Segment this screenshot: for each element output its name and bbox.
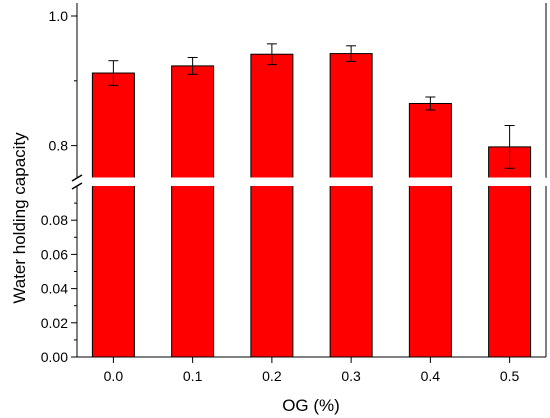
y-tick-label: 1.0: [49, 8, 69, 24]
axis-break-mark: [71, 174, 83, 182]
x-tick-label: 0.4: [421, 368, 441, 384]
error-bars-group: [108, 43, 515, 169]
x-axis-label: OG (%): [282, 396, 340, 415]
y-tick-label: 0.02: [41, 315, 68, 331]
y-tick-label: 0.06: [41, 246, 68, 262]
x-tick-label: 0.5: [500, 368, 520, 384]
y-tick-label: 0.00: [41, 349, 68, 365]
x-tick-label: 0.0: [104, 368, 124, 384]
bar-0.4: [408, 102, 452, 358]
error-bar-0.0: [108, 60, 119, 86]
x-tick-label: 0.2: [262, 368, 282, 384]
y-axis-label: Water holding capacity: [10, 132, 29, 304]
bars-group: [91, 53, 532, 358]
axis-break-band: [77, 178, 546, 186]
bar-0.2: [250, 53, 294, 358]
x-tick-label: 0.3: [341, 368, 361, 384]
y-tick-label: 0.8: [49, 138, 69, 154]
x-tick-label: 0.1: [183, 368, 203, 384]
axes-group: [76, 3, 547, 358]
error-bar-0.2: [266, 43, 277, 66]
error-bar-0.4: [425, 96, 436, 111]
y-tick-label: 0.08: [41, 212, 68, 228]
bar-0.1: [171, 65, 215, 358]
axis-break-group: [71, 174, 546, 190]
ticks-group: 0.00 0.02 0.04 0.06 0.08 0.8 1.0 0.0 0.1 0.2 0.3 0.…: [41, 8, 520, 384]
y-tick-label: 0.04: [41, 281, 68, 297]
axis-break-mark: [71, 182, 83, 190]
bar-0.3: [329, 53, 373, 358]
error-bar-0.3: [346, 45, 357, 62]
error-bar-0.5: [504, 125, 515, 169]
error-bar-0.1: [187, 56, 198, 75]
bar-0.0: [91, 72, 135, 358]
